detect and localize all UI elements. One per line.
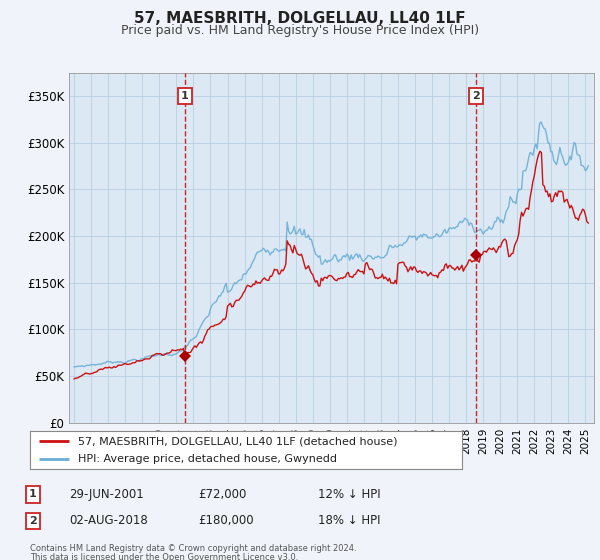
Text: 02-AUG-2018: 02-AUG-2018 [69,514,148,528]
Text: 29-JUN-2001: 29-JUN-2001 [69,488,144,501]
Text: 57, MAESBRITH, DOLGELLAU, LL40 1LF (detached house): 57, MAESBRITH, DOLGELLAU, LL40 1LF (deta… [77,436,397,446]
Text: Price paid vs. HM Land Registry's House Price Index (HPI): Price paid vs. HM Land Registry's House … [121,24,479,36]
Text: £72,000: £72,000 [198,488,247,501]
Text: 12% ↓ HPI: 12% ↓ HPI [318,488,380,501]
Text: 18% ↓ HPI: 18% ↓ HPI [318,514,380,528]
Text: This data is licensed under the Open Government Licence v3.0.: This data is licensed under the Open Gov… [30,553,298,560]
Text: 2: 2 [29,516,37,526]
Text: 1: 1 [29,489,37,500]
Text: 57, MAESBRITH, DOLGELLAU, LL40 1LF: 57, MAESBRITH, DOLGELLAU, LL40 1LF [134,11,466,26]
Text: £180,000: £180,000 [198,514,254,528]
Text: HPI: Average price, detached house, Gwynedd: HPI: Average price, detached house, Gwyn… [77,454,337,464]
Text: Contains HM Land Registry data © Crown copyright and database right 2024.: Contains HM Land Registry data © Crown c… [30,544,356,553]
Text: 1: 1 [181,91,188,101]
Text: 2: 2 [472,91,480,101]
